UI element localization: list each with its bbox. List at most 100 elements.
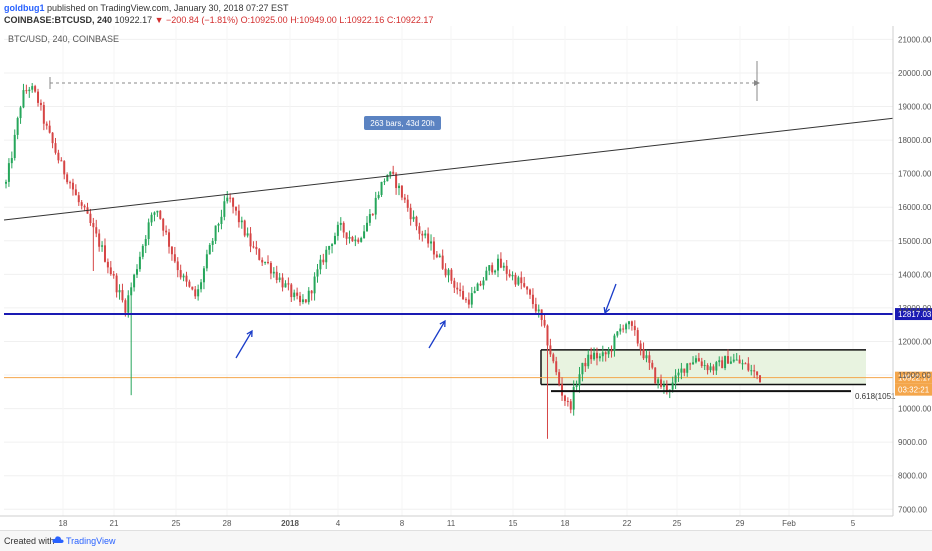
x-tick-label: 4 [336,519,341,528]
candle-body [686,363,689,373]
y-tick-label: 12000.00 [898,337,932,346]
candle-body [398,185,401,189]
candle-body [240,220,243,223]
x-tick-label: 28 [223,519,232,528]
candle-body [159,210,162,219]
y-tick-label: 10000.00 [898,405,932,414]
candle-body [721,360,724,369]
candle-body [531,294,534,305]
candle-body [389,171,392,175]
candle-body [106,261,109,268]
countdown-tag-bg [895,383,932,396]
candle-body [57,152,60,161]
candle-body [156,210,159,213]
candle-body [750,370,753,372]
author-name[interactable]: goldbug1 [4,3,45,13]
y-tick-label: 14000.00 [898,270,932,279]
candle-body [584,362,587,367]
x-tick-label: 25 [172,519,181,528]
candle-body [74,189,77,196]
candles [5,83,761,439]
candle-body [476,283,479,291]
candle-body [101,245,104,247]
candle-body [444,268,447,276]
candle-body [214,225,217,241]
candle-body [534,304,537,312]
candle-body [284,283,287,288]
arrow-annotation [235,329,253,359]
candle-body [430,241,433,244]
candle-body [581,362,584,375]
candle-body [121,290,124,301]
candle-body [319,259,322,270]
chart-header: goldbug1 published on TradingView.com, J… [0,0,932,26]
x-tick-label: 15 [509,519,518,528]
y-axis: 7000.00 8000.00 9000.00 10000.00 11000.00 120… [892,26,932,516]
price-chart[interactable]: BTC/USD, 240, COINBASE 263 bars, 43d 20h… [0,26,932,530]
candle-body [357,239,360,242]
candle-body [555,361,558,373]
candle-body [211,240,214,245]
candle-body [95,227,98,234]
candle-body [28,89,31,92]
y-tick-label: 20000.00 [898,69,932,78]
candle-body [741,363,744,365]
candle-body [275,271,278,281]
candle-body [409,207,412,220]
candle-body [511,274,514,277]
candle-body [165,230,168,233]
candle-body [593,352,596,360]
candle-body [496,258,499,271]
candle-body [13,134,16,159]
grid-lines [4,26,893,516]
candle-body [377,194,380,198]
candle-body [753,370,756,372]
candle-body [657,379,660,384]
candle-body [662,384,665,387]
candle-body [395,173,398,189]
candle-body [505,265,508,274]
created-with-label: Created with [4,536,55,546]
candle-body [718,360,721,363]
x-axis: 18 21 25 28 2018 4 8 11 15 18 22 25 29 Feb 5 [0,515,893,528]
close-value: C:10922.17 [386,15,434,25]
candle-body [290,284,293,298]
candle-body [569,401,572,410]
tradingview-link[interactable]: TradingView [66,536,116,546]
candle-body [141,245,144,257]
last-price-tag-bg [895,371,932,384]
candle-body [619,328,622,332]
tradingview-cloud-icon [52,536,64,543]
candle-body [453,280,456,288]
candle-body [345,232,348,239]
candle-body [464,299,467,301]
candle-body [648,355,651,363]
last-price: 10922.17 [114,15,153,25]
candle-body [706,365,709,371]
y-tick-label: 16000.00 [898,203,932,212]
candle-body [205,254,208,269]
candle-body [386,174,389,182]
candle-body [179,270,182,278]
candle-body [418,226,421,234]
fib-label: 0.618(1051 [855,392,896,401]
candle-body [103,245,106,262]
candle-body [232,197,235,207]
candle-body [467,299,470,305]
candle-body [272,271,275,274]
candle-body [380,181,383,195]
candle-body [261,259,264,263]
trendline [3,117,894,221]
candle-body [651,362,654,368]
candle-body [348,236,351,239]
candle-body [333,235,336,245]
last-price-tag: 10922.17 [898,374,932,383]
candle-body [316,269,319,277]
candle-body [566,400,569,402]
low-value: L:10922.16 [339,15,385,25]
candle-body [470,293,473,305]
candle-body [435,254,438,258]
candle-body [563,395,566,401]
candle-body [138,256,141,270]
candle-body [220,216,223,224]
